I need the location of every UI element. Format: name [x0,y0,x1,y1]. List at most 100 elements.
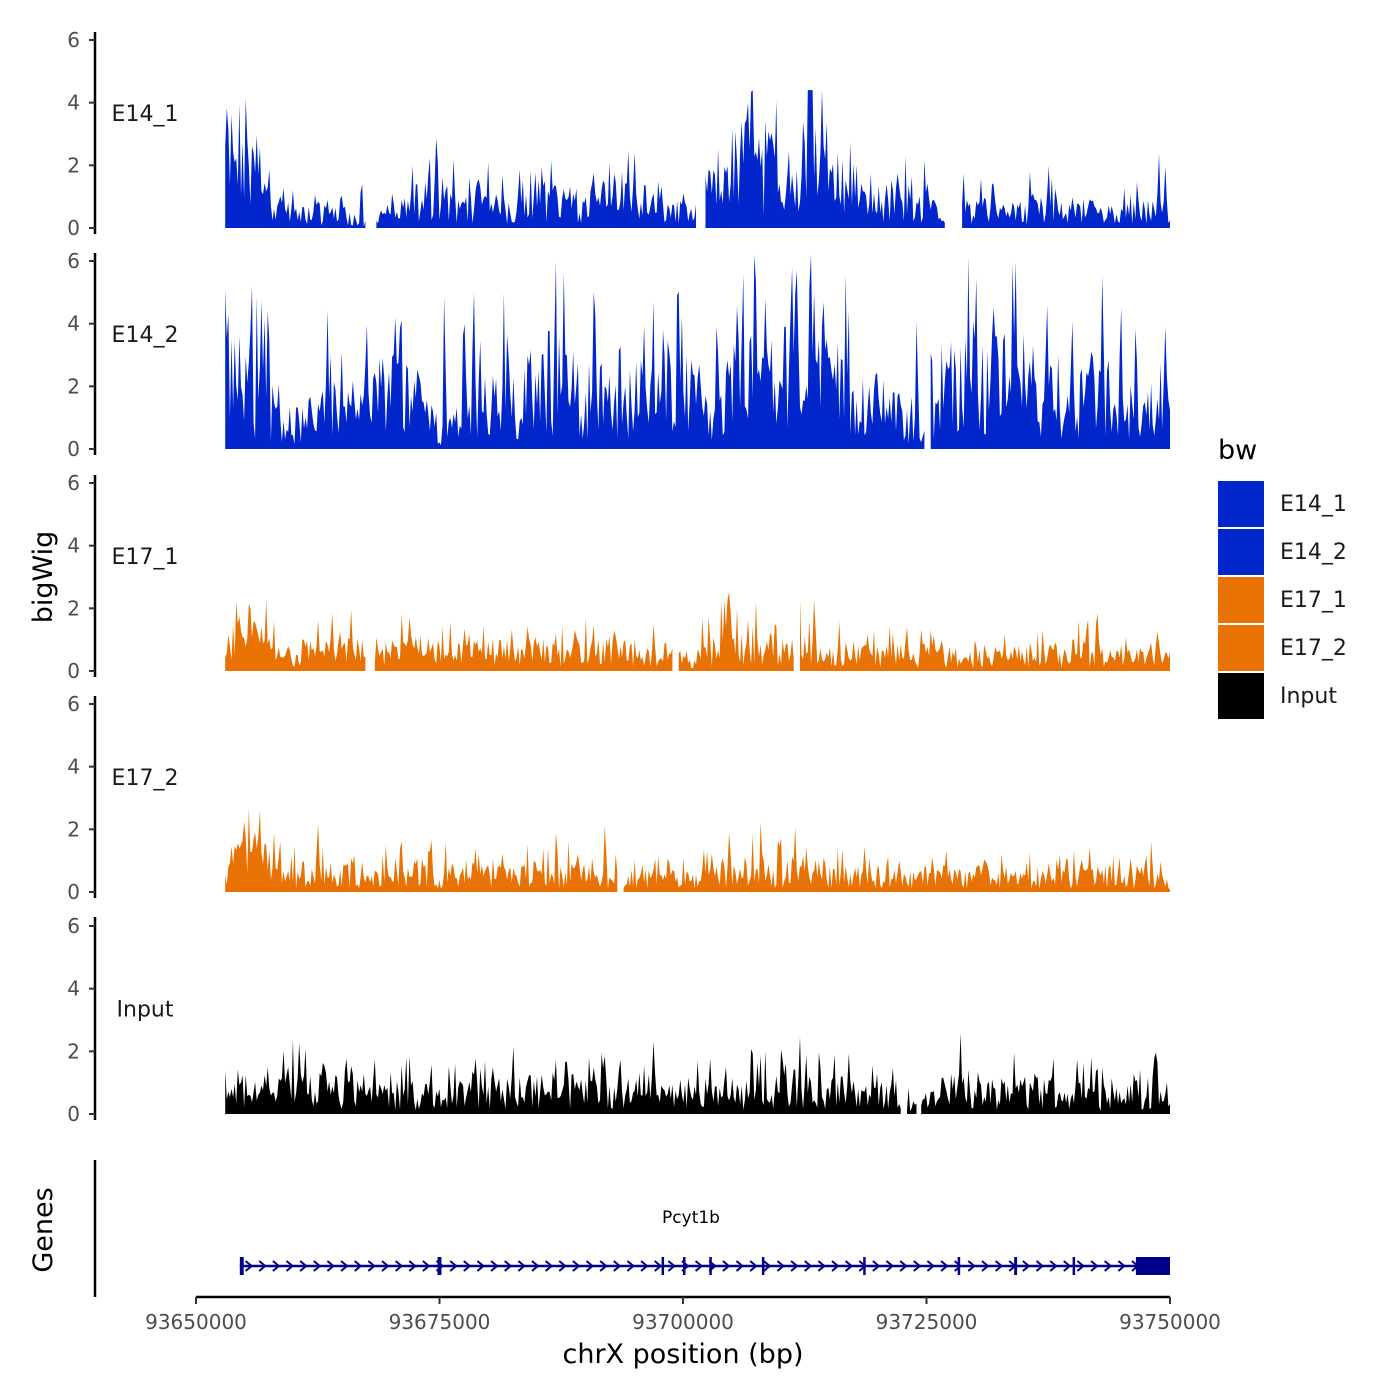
y-tick-label: 0 [67,437,80,461]
strand-arrow [613,1260,622,1272]
track-label: E17_1 [112,545,179,570]
y-tick-label: 4 [67,534,80,558]
x-tick-label: 93700000 [632,1310,734,1334]
track-input: 0 2 4 6 Input [67,914,1170,1126]
strand-arrow [994,1260,1004,1272]
strand-arrow [585,1260,595,1272]
legend-label: E17_2 [1280,636,1347,661]
x-tick-label: 93750000 [1119,1310,1221,1334]
strand-arrow [422,1260,431,1272]
strand-arrow [694,1260,704,1272]
legend-label: E17_1 [1280,588,1347,613]
strand-arrow [476,1260,485,1272]
exon [761,1257,765,1275]
gene-track-panel: Pcyt1b [93,1160,1170,1297]
strand-arrow [340,1260,349,1272]
strand-arrow [804,1260,813,1272]
strand-arrow [1104,1260,1113,1272]
exon [1135,1257,1170,1275]
strand-arrow [285,1260,295,1272]
y-tick-label: 2 [67,1039,80,1063]
exon [1014,1257,1018,1275]
strand-arrow [1117,1260,1126,1272]
y-axis-title: bigWig [28,531,59,624]
signal-area-e14-1 [225,90,1170,228]
strand-arrow [776,1260,785,1272]
strand-arrow [381,1260,390,1272]
exon [709,1257,712,1275]
y-tick-label: 2 [67,374,80,398]
legend-key-e17-2 [1218,625,1264,671]
signal-area-input [225,1033,1170,1114]
legend-key-e14-2 [1218,529,1264,575]
exon [661,1257,665,1275]
strand-arrow [408,1260,417,1272]
exon [239,1257,244,1275]
track-label: E14_2 [112,323,179,348]
legend-label: Input [1280,684,1337,709]
strand-arrow [926,1260,935,1272]
strand-arrow [626,1260,635,1272]
exon [957,1257,961,1275]
track-e14-1: 0 2 4 6 E14_1 [67,28,1170,240]
y-tick-label: 4 [67,312,80,336]
track-label: Input [117,998,174,1023]
strand-arrow [558,1260,567,1272]
strand-arrow [913,1260,922,1272]
legend-title: bw [1218,435,1257,466]
x-tick-label: 93650000 [145,1310,247,1334]
y-tick-label: 6 [67,249,80,273]
strand-arrow [954,1260,963,1272]
strand-arrow [490,1260,499,1272]
strand-arrow [367,1260,376,1272]
strand-arrow [749,1260,758,1272]
legend-label: E14_1 [1280,492,1347,517]
strand-arrow [844,1260,854,1272]
strand-arrow [1076,1260,1085,1272]
y-tick-label: 2 [67,153,80,177]
strand-arrow [722,1260,731,1272]
strand-arrow [981,1260,990,1272]
strand-arrow [667,1260,676,1272]
strand-arrow [531,1260,540,1272]
strand-arrow [940,1260,949,1272]
y-tick-label: 0 [67,880,80,904]
y-tick-label: 0 [67,1102,80,1126]
strand-arrow [504,1260,513,1272]
x-tick-label: 93675000 [389,1310,491,1334]
strand-arrow [572,1260,581,1272]
strand-arrow [354,1260,363,1272]
strand-arrow [763,1260,772,1272]
strand-arrow [1090,1260,1099,1272]
strand-arrow [394,1260,404,1272]
y-tick-label: 6 [67,28,80,52]
strand-arrow [449,1260,458,1272]
signal-area-e17-1 [225,592,1170,671]
strand-arrow [599,1260,608,1272]
strand-arrow [872,1260,881,1272]
strand-arrow [1035,1260,1045,1272]
y-tick-label: 4 [67,755,80,779]
strand-arrow [244,1260,254,1272]
signal-area-e14-2 [225,254,1170,449]
y-tick-label: 0 [67,216,80,240]
exon [1072,1257,1076,1275]
exon [863,1257,866,1275]
track-label: E17_2 [112,766,179,791]
bigwig-tracks: 0 2 4 6 E14_1 0 2 4 6 E14_2 0 2 4 6 E17_1 0 2 4 6 E17_2 0 2 4 6… [67,28,1170,1126]
legend-label: E14_2 [1280,540,1347,565]
strand-arrow [899,1260,908,1272]
genes-axis-title: Genes [28,1187,59,1272]
strand-arrow [654,1260,663,1272]
y-tick-label: 6 [67,914,80,938]
strand-arrow [326,1260,335,1272]
x-tick-label: 93725000 [876,1310,978,1334]
y-tick-label: 2 [67,817,80,841]
strand-arrow [313,1260,322,1272]
strand-arrow [258,1260,267,1272]
strand-arrow [1022,1260,1031,1272]
strand-arrow [544,1260,554,1272]
strand-arrow [463,1260,472,1272]
strand-arrow [272,1260,281,1272]
